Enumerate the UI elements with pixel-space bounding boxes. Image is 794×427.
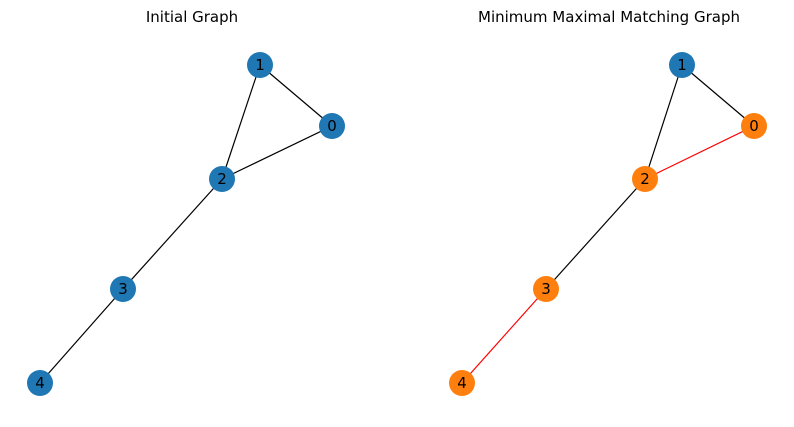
edge-2-3 <box>122 178 223 290</box>
node-label-1: 1 <box>677 56 687 74</box>
node-1 <box>247 52 273 78</box>
edge-1-0 <box>259 64 333 127</box>
node-1 <box>669 52 695 78</box>
node-label-3: 3 <box>541 280 551 298</box>
node-2 <box>209 166 235 192</box>
node-3 <box>533 276 559 302</box>
edge-1-2 <box>221 64 261 180</box>
edge-1-2 <box>644 64 683 180</box>
node-label-3: 3 <box>118 280 128 298</box>
node-label-0: 0 <box>327 117 337 135</box>
node-label-0: 0 <box>749 117 759 135</box>
edge-0-2 <box>221 125 333 180</box>
matching-graph-title: Minimum Maximal Matching Graph <box>478 8 740 26</box>
matching-graph: 0 1 2 3 4 <box>449 52 767 396</box>
node-label-1: 1 <box>255 56 265 74</box>
edge-1-0 <box>681 64 755 127</box>
node-label-2: 2 <box>640 170 650 188</box>
edge-0-2 <box>644 125 755 180</box>
edge-3-4 <box>39 288 124 384</box>
edge-2-3 <box>545 178 646 290</box>
node-label-2: 2 <box>217 170 227 188</box>
node-3 <box>110 276 136 302</box>
node-2 <box>632 166 658 192</box>
node-4 <box>27 370 53 396</box>
node-label-4: 4 <box>35 374 45 392</box>
node-label-4: 4 <box>457 374 467 392</box>
node-0 <box>741 113 767 139</box>
node-0 <box>319 113 345 139</box>
initial-graph: 0 1 2 3 4 <box>27 52 345 396</box>
initial-graph-title: Initial Graph <box>145 8 239 26</box>
node-4 <box>449 370 475 396</box>
edge-3-4 <box>461 288 547 384</box>
